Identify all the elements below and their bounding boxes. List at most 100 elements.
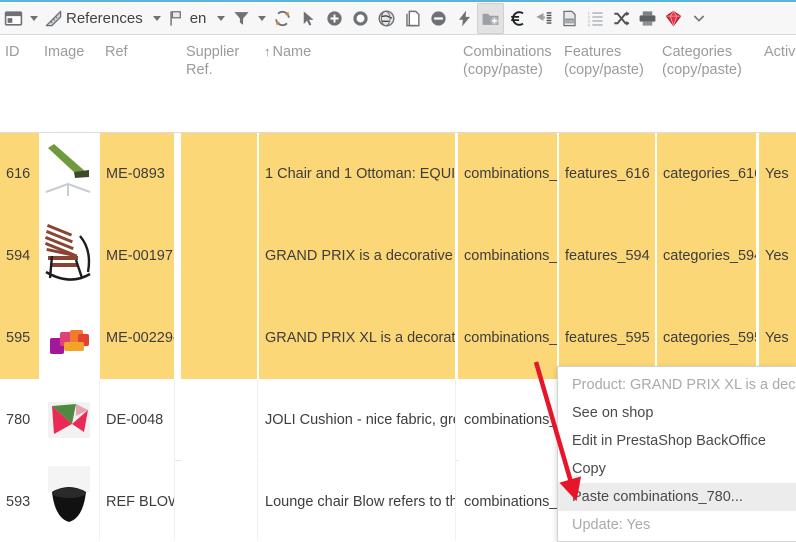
cell-supplier_ref[interactable]: [181, 461, 258, 541]
cell-text: JOLI Cushion - nice fabric, grea: [265, 412, 456, 428]
cell-name[interactable]: JOLI Cushion - nice fabric, grea: [259, 379, 456, 461]
export-csv-button[interactable]: CSV: [556, 3, 582, 34]
column-header-label: Image: [44, 44, 85, 60]
copy-button[interactable]: [399, 3, 425, 34]
cell-id[interactable]: 593: [0, 461, 40, 541]
column-header-supplier_ref[interactable]: Supplier Ref.: [186, 43, 263, 79]
cell-image[interactable]: [39, 297, 100, 379]
cell-features[interactable]: features_616: [559, 133, 656, 215]
cell-text: combinations_6: [464, 166, 558, 182]
cell-ref[interactable]: ME-00229--: [100, 297, 175, 379]
ruby-icon: [664, 9, 683, 28]
cell-combinations[interactable]: combinations_5: [458, 297, 558, 379]
cell-name[interactable]: GRAND PRIX is a decorative ro: [259, 215, 456, 297]
cell-name[interactable]: Lounge chair Blow refers to the: [259, 461, 456, 541]
grid-header: ID Image Ref Supplier Ref. ↑ Name Combinations…: [0, 35, 796, 165]
cell-supplier_ref[interactable]: [181, 379, 258, 461]
column-header-id[interactable]: ID: [5, 43, 45, 61]
toolbar-overflow-button[interactable]: [686, 3, 712, 34]
column-header-name[interactable]: ↑ Name: [264, 43, 461, 61]
currency-button[interactable]: [504, 3, 530, 34]
cell-combinations[interactable]: combinations_: [458, 379, 558, 461]
column-header-image[interactable]: Image: [44, 43, 106, 61]
table-row[interactable]: 616 ME-0893 1 Chair and 1 Ottoman: EQUIN c…: [0, 133, 796, 215]
shuffle-icon: [612, 9, 631, 28]
context-menu-see-on-shop[interactable]: See on shop: [572, 405, 654, 421]
delete-button[interactable]: [425, 3, 451, 34]
cell-active[interactable]: Yes: [759, 297, 796, 379]
cell-text: categories_594: [663, 248, 757, 264]
column-header-active[interactable]: Active: [764, 43, 796, 61]
context-menu[interactable]: Product: GRAND PRIX XL is a decor See on …: [557, 366, 796, 542]
cell-text: combinations_: [464, 494, 558, 510]
cell-image[interactable]: [39, 133, 100, 215]
mapping-icon: [534, 9, 553, 28]
table-row[interactable]: 595 ME-00229-- GRAND PRIX XL is a decorat…: [0, 297, 796, 379]
cell-categories[interactable]: categories_594: [657, 215, 757, 297]
column-header-combinations[interactable]: Combinations (copy/paste): [463, 43, 563, 79]
mapping-button[interactable]: [530, 3, 556, 34]
cell-name[interactable]: GRAND PRIX XL is a decorativ: [259, 297, 456, 379]
column-header-features[interactable]: Features (copy/paste): [564, 43, 661, 79]
cell-ref[interactable]: ME-0893: [100, 133, 175, 215]
view-window-button-dropdown-caret-icon[interactable]: [26, 3, 41, 34]
cell-id[interactable]: 616: [0, 133, 40, 215]
cell-text: GRAND PRIX is a decorative ro: [265, 248, 456, 264]
cell-image[interactable]: [39, 379, 100, 461]
cell-text: Yes: [765, 166, 789, 182]
cell-features[interactable]: features_594: [559, 215, 656, 297]
context-menu-copy[interactable]: Copy: [572, 461, 606, 477]
column-header-ref[interactable]: Ref: [105, 43, 180, 61]
cell-image[interactable]: [39, 461, 100, 541]
duplicate-icon: [351, 9, 370, 28]
references-button[interactable]: References: [41, 3, 150, 34]
cell-active[interactable]: Yes: [759, 215, 796, 297]
cell-image[interactable]: [39, 215, 100, 297]
refresh-button[interactable]: [269, 3, 295, 34]
language-button-dropdown-caret-icon[interactable]: [213, 3, 228, 34]
flag-icon: [168, 9, 187, 28]
filter-button-dropdown-caret-icon[interactable]: [254, 3, 269, 34]
cell-id[interactable]: 595: [0, 297, 40, 379]
folder-plus-icon: [481, 9, 500, 28]
add-record-button[interactable]: [321, 3, 347, 34]
cell-supplier_ref[interactable]: [181, 133, 258, 215]
filter-button[interactable]: [228, 3, 254, 34]
cell-active[interactable]: Yes: [759, 133, 796, 215]
column-header-label: Features (copy/paste): [564, 44, 644, 78]
shuffle-button[interactable]: [608, 3, 634, 34]
quick-action-button[interactable]: [451, 3, 477, 34]
cell-combinations[interactable]: combinations_6: [458, 133, 558, 215]
cell-combinations[interactable]: combinations_5: [458, 215, 558, 297]
cell-ref[interactable]: DE-0048: [100, 379, 175, 461]
print-button[interactable]: [634, 3, 660, 34]
cell-combinations[interactable]: combinations_: [458, 461, 558, 541]
cell-categories[interactable]: categories_616: [657, 133, 757, 215]
cell-text: ME-00197: [106, 248, 173, 264]
cell-name[interactable]: 1 Chair and 1 Ottoman: EQUIN: [259, 133, 456, 215]
select-button[interactable]: [295, 3, 321, 34]
view-window-button[interactable]: [0, 3, 26, 34]
cell-categories[interactable]: categories_595: [657, 297, 757, 379]
cell-id[interactable]: 780: [0, 379, 40, 461]
cell-features[interactable]: features_595: [559, 297, 656, 379]
cell-ref[interactable]: REF BLOW: [100, 461, 175, 541]
references-button-dropdown-caret-icon[interactable]: [150, 3, 165, 34]
new-folder-button[interactable]: [477, 2, 505, 34]
cell-supplier_ref[interactable]: [181, 215, 258, 297]
ruby-button[interactable]: [660, 3, 686, 34]
web-button[interactable]: [373, 3, 399, 34]
cell-id[interactable]: 594: [0, 215, 40, 297]
language-button[interactable]: en: [165, 3, 214, 34]
context-menu-edit-backoffice[interactable]: Edit in PrestaShop BackOffice: [572, 433, 766, 449]
duplicate-button[interactable]: [347, 3, 373, 34]
cell-ref[interactable]: ME-00197: [100, 215, 175, 297]
cell-text: features_616: [565, 166, 650, 182]
column-header-label: Name: [272, 44, 312, 60]
table-row[interactable]: 594 ME-00197 GRAND PRIX is a decorative r…: [0, 215, 796, 297]
context-menu-paste-combinations[interactable]: Paste combinations_780...: [558, 483, 796, 511]
cell-supplier_ref[interactable]: [181, 297, 258, 379]
column-header-categories[interactable]: Categories (copy/paste): [662, 43, 762, 79]
cell-text: features_595: [565, 330, 650, 346]
